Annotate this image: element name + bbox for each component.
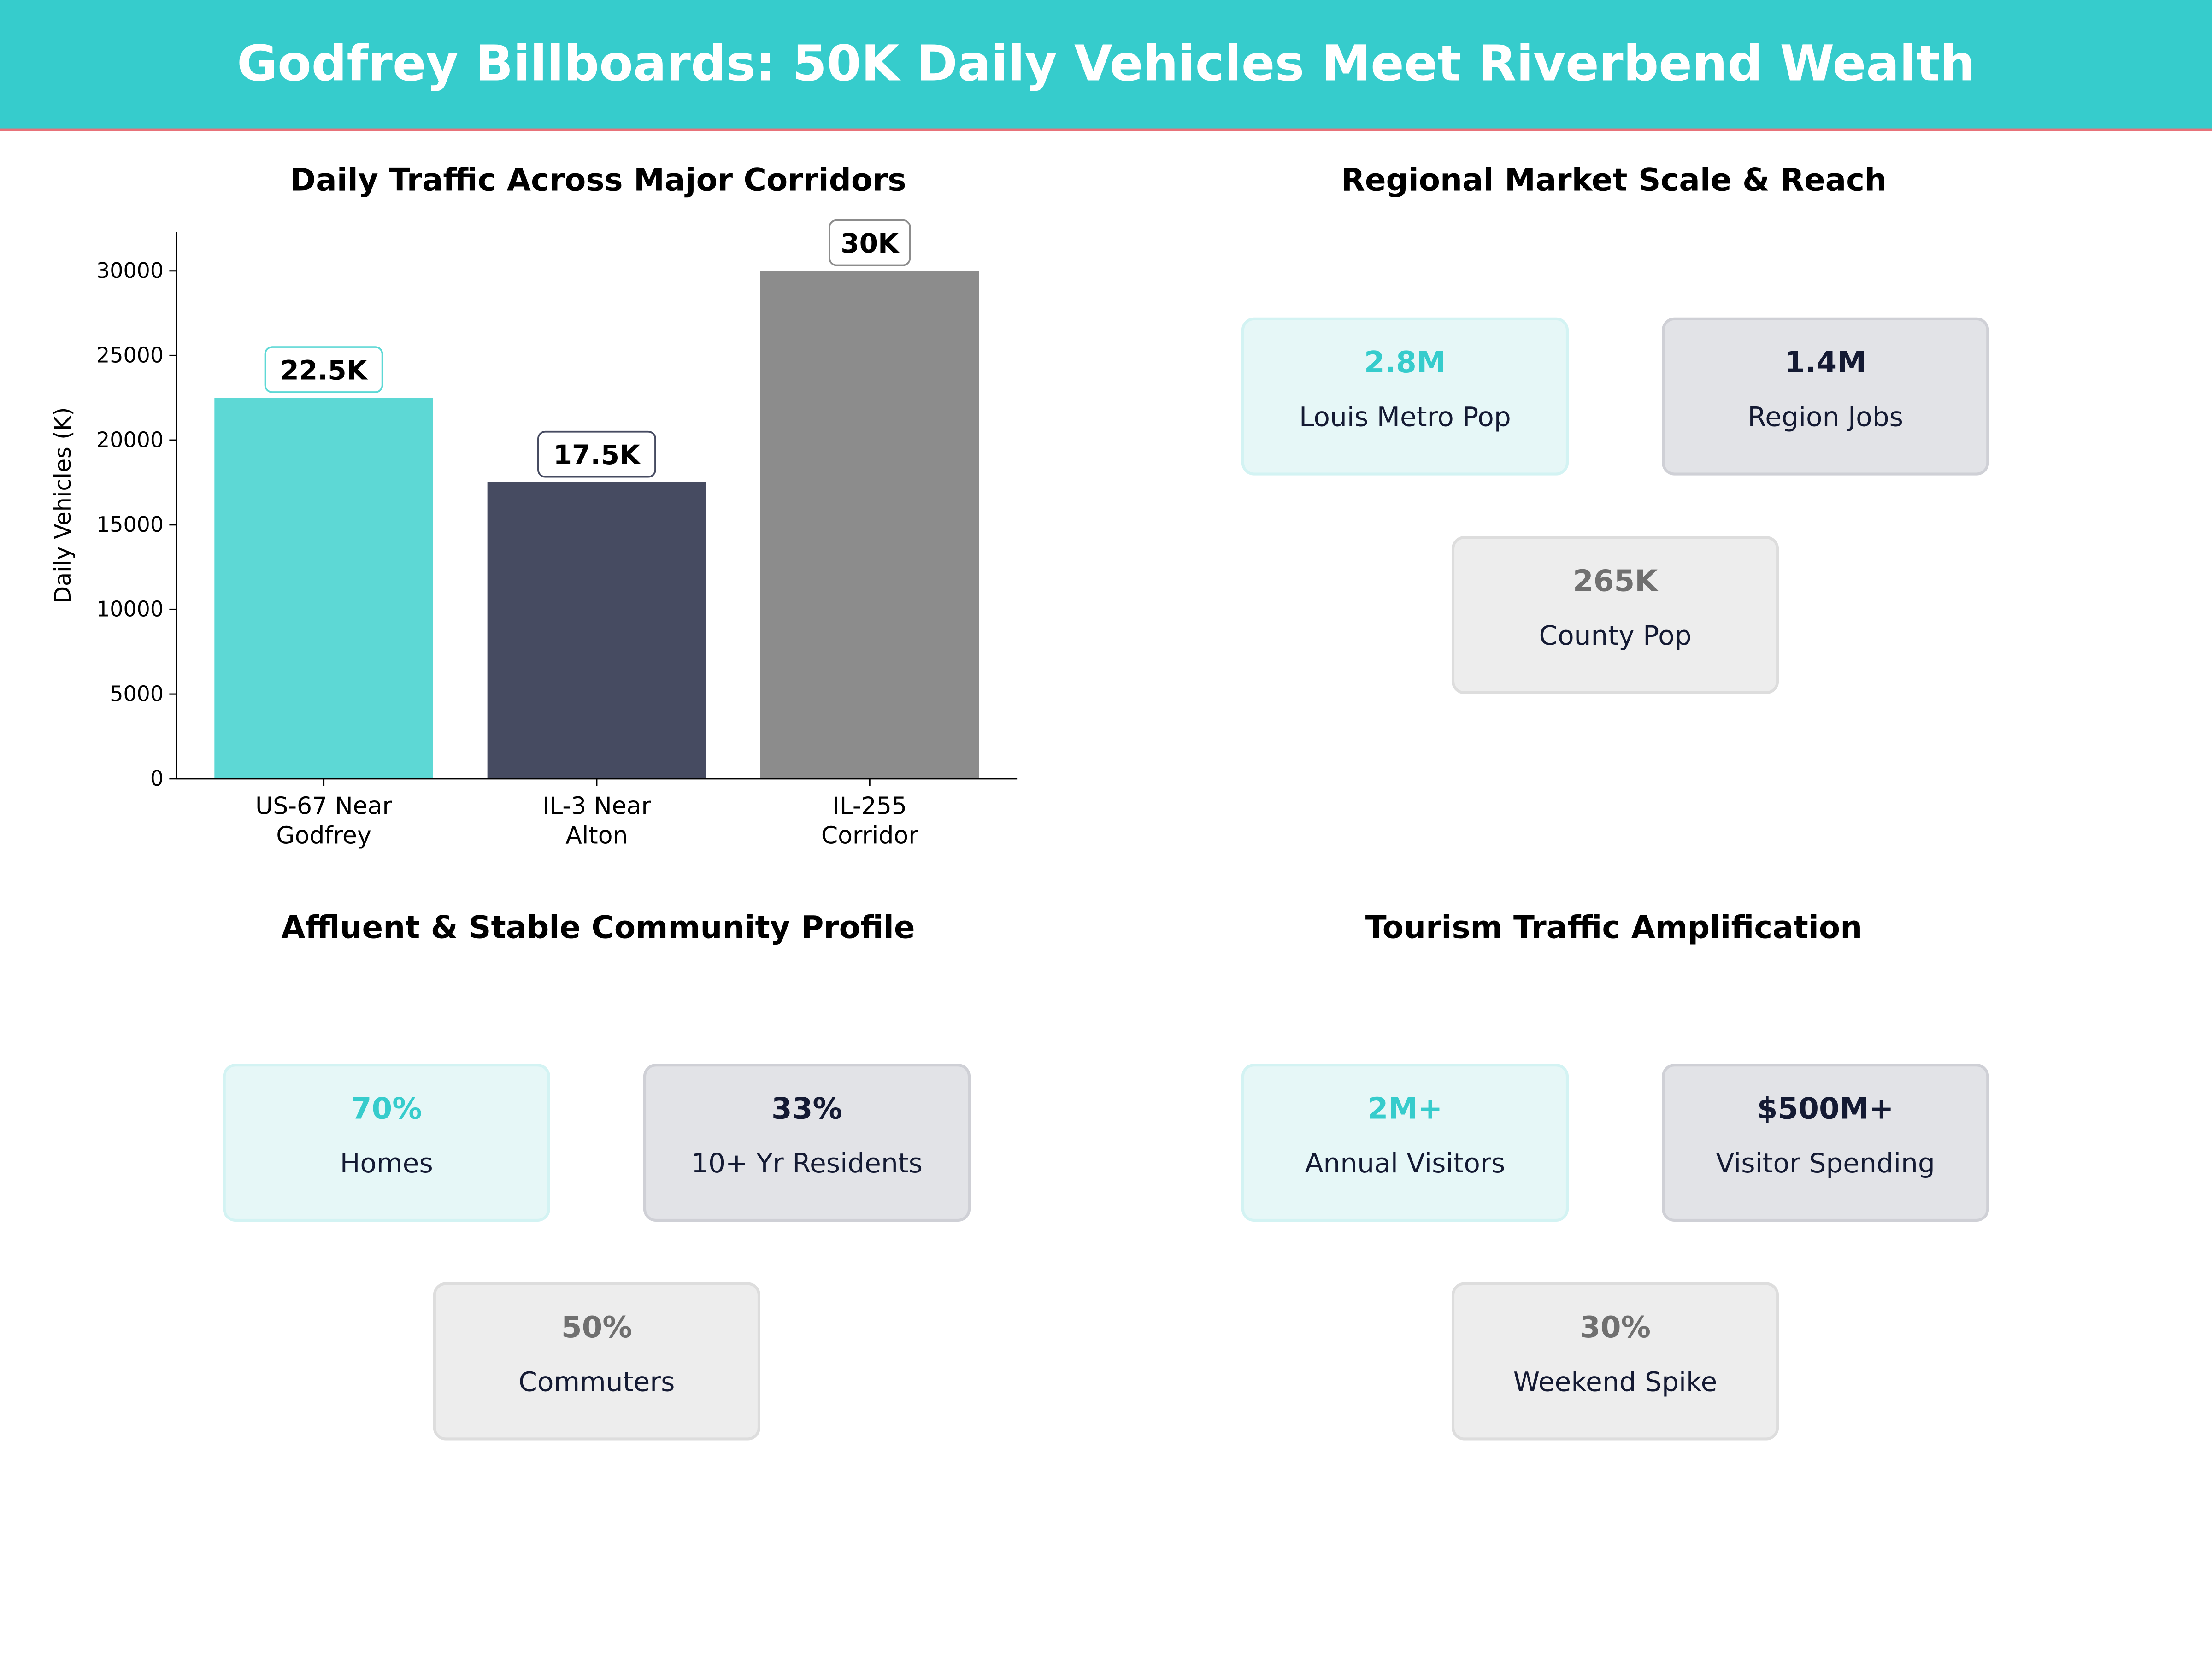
data-label-box <box>537 430 656 478</box>
stat-value: 33% <box>771 1092 842 1126</box>
panel-title-market: Regional Market Scale & Reach <box>1341 164 1887 199</box>
header-banner: Godfrey Billboards: 50K Daily Vehicles M… <box>0 0 2212 131</box>
y-tick-label: 15000 <box>96 512 164 537</box>
stat-value: 50% <box>561 1310 632 1345</box>
stat-label: Commuters <box>518 1367 675 1398</box>
y-tick-label: 0 <box>150 766 164 791</box>
stat-label: Visitor Spending <box>1716 1148 1935 1180</box>
data-label-box <box>829 219 911 266</box>
stat-card: 50% Commuters <box>433 1282 760 1441</box>
page-title: Godfrey Billboards: 50K Daily Vehicles M… <box>237 36 1975 93</box>
y-tick-label: 10000 <box>96 597 164 622</box>
data-label: 30K <box>841 228 900 259</box>
x-tick-label: Alton <box>565 822 628 850</box>
chart-title: Daily Traffic Across Major Corridors <box>290 164 906 199</box>
data-label: 17.5K <box>553 439 641 471</box>
panel-title-community: Affluent & Stable Community Profile <box>281 911 915 947</box>
y-tick-label: 20000 <box>96 427 164 452</box>
stat-label: Weekend Spike <box>1513 1367 1718 1398</box>
y-tick-label: 25000 <box>96 343 164 368</box>
stat-value: 1.4M <box>1784 345 1867 380</box>
stat-card: 2M+ Annual Visitors <box>1241 1064 1569 1222</box>
stat-card: $500M+ Visitor Spending <box>1662 1064 1989 1222</box>
stat-value: 2M+ <box>1367 1092 1443 1126</box>
stat-card: 30% Weekend Spike <box>1451 1282 1779 1441</box>
stat-value: 30% <box>1580 1310 1651 1345</box>
bar <box>487 482 706 779</box>
data-label-box <box>264 346 383 393</box>
data-label: 22.5K <box>280 354 368 386</box>
stat-label: Homes <box>340 1148 433 1180</box>
x-tick-label: US-67 Near <box>255 792 392 820</box>
stat-label: Louis Metro Pop <box>1299 402 1511 433</box>
x-tick-label: IL-3 Near <box>542 792 652 820</box>
stat-card: 1.4M Region Jobs <box>1662 317 1989 476</box>
stat-value: $500M+ <box>1757 1092 1894 1126</box>
y-axis-label: Daily Vehicles (K) <box>50 407 76 604</box>
x-tick-label: IL-255 <box>832 792 907 820</box>
panel-title-tourism: Tourism Traffic Amplification <box>1365 911 1863 947</box>
bar <box>760 271 979 779</box>
stat-label: 10+ Yr Residents <box>691 1148 923 1180</box>
stat-value: 2.8M <box>1364 345 1446 380</box>
stat-card: 265K County Pop <box>1451 536 1779 694</box>
stat-label: County Pop <box>1539 620 1692 652</box>
stat-card: 2.8M Louis Metro Pop <box>1241 317 1569 476</box>
stat-value: 70% <box>351 1092 422 1126</box>
stat-card: 33% 10+ Yr Residents <box>643 1064 971 1222</box>
traffic-bar-chart: 0 5000 10000 15000 20000 25000 30000 Daily Vehi… <box>50 219 1018 850</box>
x-tick-label: Godfrey <box>276 822 371 850</box>
stat-value: 265K <box>1573 564 1658 598</box>
x-tick-label: Corridor <box>821 822 918 850</box>
bar <box>214 398 433 779</box>
stat-card: 70% Homes <box>223 1064 550 1222</box>
stat-label: Annual Visitors <box>1305 1148 1506 1180</box>
stat-label: Region Jobs <box>1747 402 1903 433</box>
y-tick-label: 30000 <box>96 258 164 283</box>
y-tick-label: 5000 <box>110 681 164 706</box>
